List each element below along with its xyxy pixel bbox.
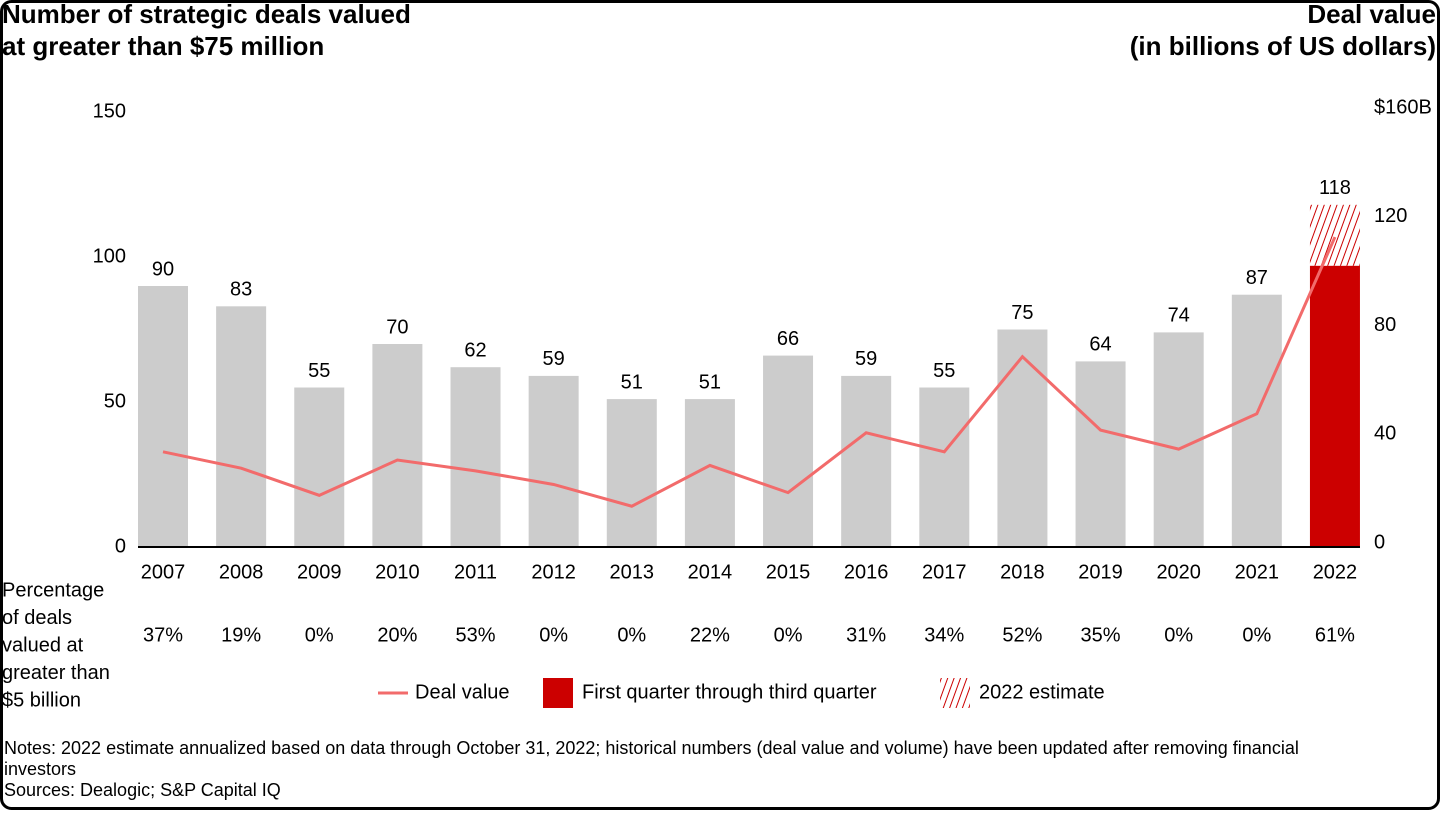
value-label: 83 [230, 279, 252, 301]
bar [919, 387, 970, 547]
sources-text: Sources: Dealogic; S&P Capital IQ [4, 780, 281, 800]
legend-label: 2022 estimate [979, 681, 1105, 703]
y2-axis-title: Deal value [1307, 0, 1436, 29]
legend-swatch [940, 678, 970, 708]
row-value: 35% [1081, 624, 1121, 646]
y2-tick-label: 40 [1374, 423, 1396, 445]
row-label: of deals [2, 607, 72, 629]
bar [997, 329, 1048, 547]
legend-label: Deal value [415, 681, 510, 703]
bar [1309, 265, 1360, 547]
y2-tick-label: 0 [1374, 531, 1385, 553]
bar [1153, 332, 1204, 547]
value-label: 74 [1168, 305, 1190, 327]
value-label: 64 [1089, 334, 1111, 356]
y2-tick-label: 80 [1374, 314, 1396, 336]
x-tick-label: 2009 [297, 561, 342, 583]
row-value: 34% [924, 624, 964, 646]
row-label: Percentage [2, 579, 104, 601]
row-value: 20% [377, 624, 417, 646]
bar [1309, 204, 1360, 266]
y-axis-title: at greater than $75 million [2, 31, 324, 61]
bar [138, 286, 188, 547]
row-value: 53% [456, 624, 496, 646]
y-tick-label: 0 [115, 535, 126, 557]
bar [450, 367, 501, 547]
bar [763, 355, 814, 547]
row-label: $5 billion [2, 689, 81, 711]
legend-label: First quarter through third quarter [582, 681, 877, 703]
x-tick-label: 2016 [844, 561, 889, 583]
bar [528, 375, 579, 547]
bar [841, 375, 892, 547]
value-label: 90 [152, 258, 174, 280]
row-value: 52% [1002, 624, 1042, 646]
row-value: 0% [617, 624, 646, 646]
legend-swatch [543, 678, 573, 708]
x-tick-label: 2013 [610, 561, 655, 583]
value-label: 59 [543, 348, 565, 370]
y-tick-label: 100 [93, 245, 126, 267]
row-value: 0% [1242, 624, 1271, 646]
value-label: 51 [699, 371, 721, 393]
x-tick-label: 2022 [1313, 561, 1358, 583]
value-label: 55 [308, 360, 330, 382]
x-tick-label: 2017 [922, 561, 967, 583]
row-label: valued at [2, 634, 84, 656]
bar [606, 399, 657, 547]
y-tick-label: 50 [104, 390, 126, 412]
bar [294, 387, 345, 547]
y-axis-title: Number of strategic deals valued [2, 0, 411, 29]
bar [372, 344, 423, 547]
value-label: 51 [621, 371, 643, 393]
row-value: 61% [1315, 624, 1355, 646]
bar [216, 306, 267, 547]
value-label: 66 [777, 328, 799, 350]
x-tick-label: 2007 [141, 561, 186, 583]
notes-text: Notes: 2022 estimate annualized based on… [4, 738, 1299, 779]
row-value: 0% [305, 624, 334, 646]
row-label: greater than [2, 662, 110, 684]
value-label: 59 [855, 348, 877, 370]
x-tick-label: 2019 [1078, 561, 1123, 583]
row-value: 19% [221, 624, 261, 646]
x-tick-label: 2011 [454, 561, 497, 583]
row-value: 37% [143, 624, 183, 646]
value-label: 118 [1319, 177, 1351, 199]
y-tick-label: 150 [93, 100, 126, 122]
value-label: 87 [1246, 267, 1268, 289]
row-value: 22% [690, 624, 730, 646]
value-label: 62 [464, 339, 486, 361]
row-value: 0% [539, 624, 568, 646]
notes: Notes: 2022 estimate annualized based on… [4, 738, 1349, 801]
x-tick-label: 2018 [1000, 561, 1045, 583]
row-value: 31% [846, 624, 886, 646]
x-tick-label: 2008 [219, 561, 264, 583]
bar [1075, 361, 1126, 547]
x-tick-label: 2014 [688, 561, 733, 583]
x-tick-label: 2015 [766, 561, 811, 583]
line [162, 236, 1337, 508]
y2-tick-label: $160B [1374, 96, 1432, 118]
x-tick-label: 2021 [1235, 561, 1280, 583]
x-tick-label: 2010 [375, 561, 420, 583]
row-value: 0% [774, 624, 803, 646]
y2-axis-title: (in billions of US dollars) [1130, 31, 1436, 61]
value-label: 55 [933, 360, 955, 382]
value-label: 75 [1011, 302, 1033, 324]
x-tick-label: 2020 [1156, 561, 1201, 583]
value-label: 70 [386, 316, 408, 338]
x-tick-label: 2012 [531, 561, 576, 583]
row-value: 0% [1164, 624, 1193, 646]
y2-tick-label: 120 [1374, 205, 1407, 227]
